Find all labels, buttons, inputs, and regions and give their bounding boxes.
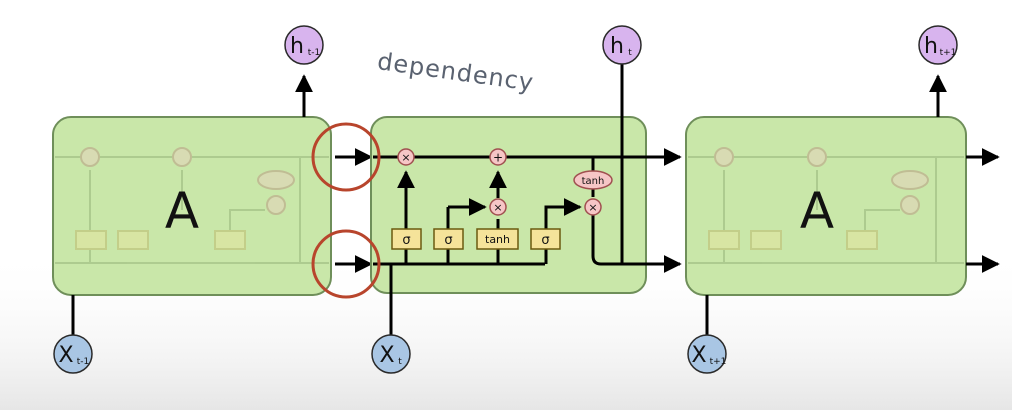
input-sub: t+1: [710, 357, 727, 367]
cell-left-ghost: [55, 147, 329, 264]
input-main: X: [58, 343, 73, 368]
cell-right-label: A: [800, 182, 834, 240]
cell-left-box: [52, 116, 332, 296]
op-forget-multiply: ×: [397, 148, 415, 166]
svg-text:×: ×: [401, 151, 410, 164]
output-node-t-plus-1: h t+1: [918, 25, 958, 65]
input-sub: t-1: [77, 357, 90, 367]
output-main: h: [924, 34, 938, 59]
input-main: X: [379, 343, 394, 368]
input-node-t: X t: [371, 334, 411, 374]
gate-label: σ: [444, 233, 452, 248]
op-input-multiply: ×: [489, 198, 507, 216]
cell-left-label: A: [165, 182, 199, 240]
output-sub: t+1: [940, 48, 957, 58]
input-node-t-plus-1: X t+1: [687, 334, 727, 374]
gate-label: σ: [402, 233, 410, 248]
input-main: X: [691, 343, 706, 368]
dependency-annotation: dependency: [376, 47, 536, 97]
highlight-circle-bottom: [311, 229, 381, 299]
highlight-circle-top: [311, 122, 381, 192]
input-sub: t: [398, 357, 402, 367]
input-node-t-minus-1: X t-1: [53, 334, 93, 374]
op-output-multiply: ×: [584, 198, 602, 216]
gate-sigma-forget: σ: [391, 228, 422, 250]
op-add: +: [489, 148, 507, 166]
cell-left: A: [52, 74, 332, 335]
cell-right: A: [685, 74, 967, 335]
gate-label: σ: [541, 233, 549, 248]
gate-sigma-input: σ: [433, 228, 464, 250]
gate-label: tanh: [485, 233, 510, 246]
svg-text:tanh: tanh: [582, 176, 605, 187]
output-main: h: [290, 34, 304, 59]
svg-text:×: ×: [588, 201, 597, 214]
output-node-t: h t: [602, 25, 642, 65]
output-sub: t-1: [308, 48, 321, 58]
cell-center: σ σ tanh σ × + × tanh: [370, 32, 682, 335]
gate-sigma-output: σ: [530, 228, 561, 250]
output-sub: t: [628, 48, 632, 58]
op-tanh: tanh: [573, 170, 613, 190]
svg-text:×: ×: [493, 201, 502, 214]
cell-right-ghost: [688, 147, 964, 264]
hidden-out-line: [591, 215, 682, 273]
gate-tanh: tanh: [476, 228, 519, 250]
cell-center-box: [370, 116, 647, 294]
cell-right-box: [685, 116, 967, 296]
svg-text:+: +: [493, 151, 503, 165]
output-node-t-minus-1: h t-1: [284, 25, 324, 65]
output-main: h: [610, 34, 624, 59]
